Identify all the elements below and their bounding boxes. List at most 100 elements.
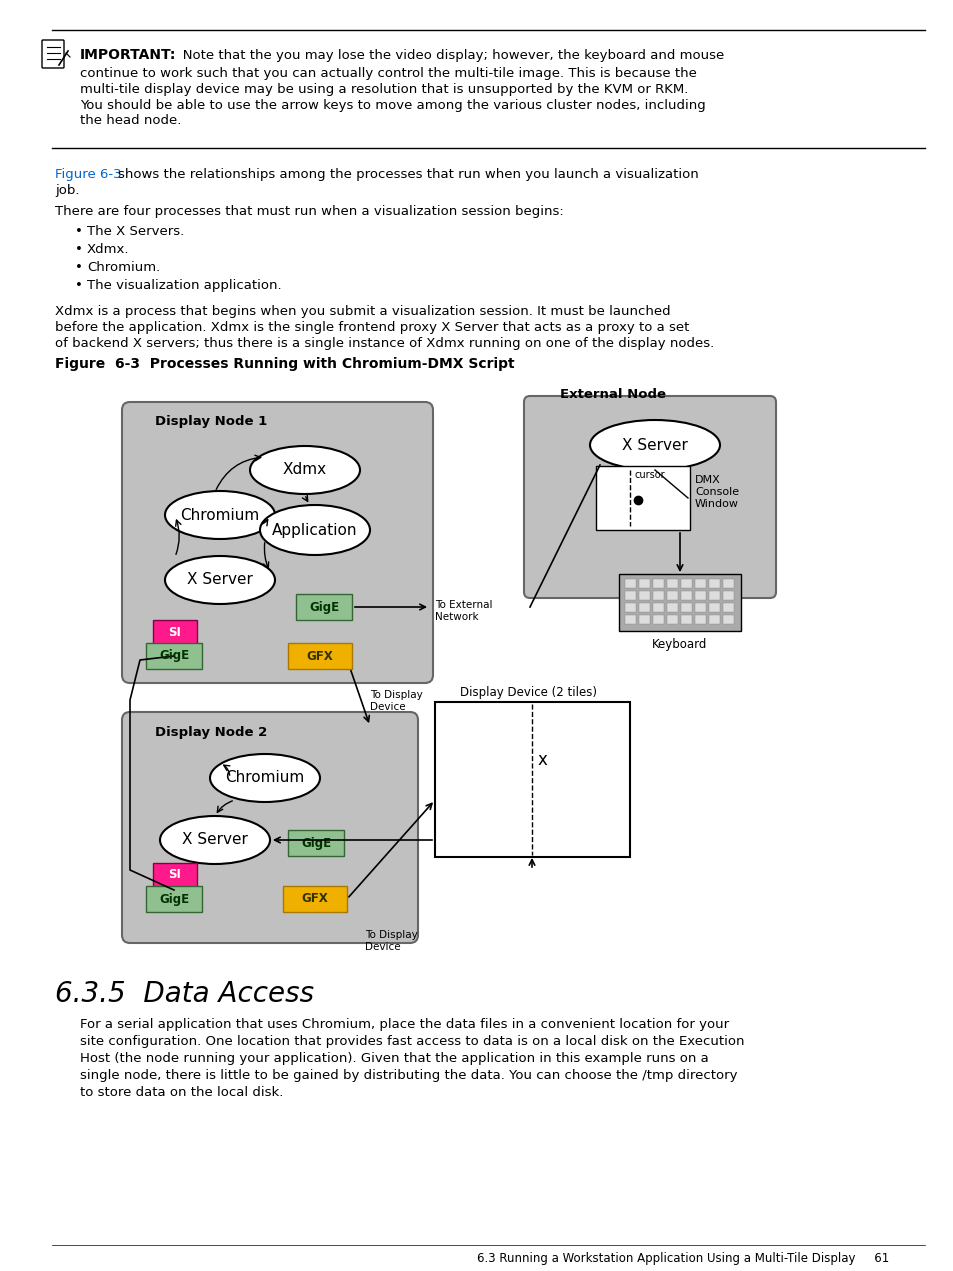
Text: single node, there is little to be gained by distributing the data. You can choo: single node, there is little to be gaine… [80, 1069, 737, 1082]
Text: •: • [75, 225, 83, 238]
FancyBboxPatch shape [652, 615, 663, 624]
Text: Chromium: Chromium [180, 507, 259, 522]
Text: Xdmx.: Xdmx. [87, 243, 130, 255]
Text: To Display: To Display [365, 930, 417, 941]
Text: Device: Device [365, 942, 400, 952]
Text: Xdmx: Xdmx [283, 463, 327, 478]
FancyBboxPatch shape [639, 615, 649, 624]
Text: GigE: GigE [300, 836, 331, 849]
FancyBboxPatch shape [639, 602, 649, 613]
Text: SI: SI [169, 868, 181, 882]
FancyBboxPatch shape [680, 615, 691, 624]
Text: To External: To External [435, 600, 492, 610]
Ellipse shape [250, 446, 359, 494]
FancyBboxPatch shape [695, 602, 705, 613]
Text: SI: SI [169, 625, 181, 638]
Text: Keyboard: Keyboard [652, 638, 707, 651]
Text: of backend X servers; thus there is a single instance of Xdmx running on one of : of backend X servers; thus there is a si… [55, 337, 714, 350]
FancyBboxPatch shape [680, 602, 691, 613]
FancyBboxPatch shape [708, 591, 720, 600]
Text: shows the relationships among the processes that run when you launch a visualiza: shows the relationships among the proces… [118, 168, 698, 180]
FancyBboxPatch shape [722, 615, 733, 624]
FancyBboxPatch shape [283, 886, 347, 913]
Text: multi-tile display device may be using a resolution that is unsupported by the K: multi-tile display device may be using a… [80, 83, 688, 95]
Text: 6.3.5  Data Access: 6.3.5 Data Access [55, 980, 314, 1008]
FancyBboxPatch shape [624, 580, 636, 588]
Text: to store data on the local disk.: to store data on the local disk. [80, 1085, 283, 1099]
Text: Chromium.: Chromium. [87, 261, 160, 275]
Ellipse shape [165, 491, 274, 539]
Text: For a serial application that uses Chromium, place the data files in a convenien: For a serial application that uses Chrom… [80, 1018, 728, 1031]
Text: •: • [75, 243, 83, 255]
Text: continue to work such that you can actually control the multi-tile image. This i: continue to work such that you can actua… [80, 66, 696, 80]
FancyBboxPatch shape [624, 591, 636, 600]
Text: X Server: X Server [621, 437, 687, 452]
Ellipse shape [210, 754, 319, 802]
Ellipse shape [260, 505, 370, 555]
FancyBboxPatch shape [666, 615, 678, 624]
Ellipse shape [589, 419, 720, 470]
Text: the head node.: the head node. [80, 114, 181, 127]
FancyBboxPatch shape [152, 863, 196, 887]
Ellipse shape [165, 555, 274, 604]
FancyBboxPatch shape [680, 591, 691, 600]
FancyBboxPatch shape [695, 591, 705, 600]
Text: External Node: External Node [559, 388, 665, 400]
Text: •: • [75, 261, 83, 275]
FancyBboxPatch shape [708, 602, 720, 613]
FancyBboxPatch shape [652, 580, 663, 588]
FancyBboxPatch shape [652, 602, 663, 613]
Ellipse shape [160, 816, 270, 864]
Text: To Display: To Display [370, 690, 422, 700]
Text: Chromium: Chromium [225, 770, 304, 785]
FancyBboxPatch shape [288, 643, 352, 669]
FancyBboxPatch shape [652, 591, 663, 600]
FancyBboxPatch shape [523, 397, 775, 597]
Text: DMX: DMX [695, 475, 720, 486]
FancyBboxPatch shape [666, 591, 678, 600]
Text: Xdmx is a process that begins when you submit a visualization session. It must b: Xdmx is a process that begins when you s… [55, 305, 670, 318]
FancyBboxPatch shape [624, 602, 636, 613]
FancyBboxPatch shape [122, 402, 433, 683]
FancyBboxPatch shape [122, 712, 417, 943]
Text: x: x [537, 751, 547, 769]
Text: GFX: GFX [306, 649, 333, 662]
Text: Display Device (2 tiles): Display Device (2 tiles) [459, 686, 597, 699]
Text: IMPORTANT:: IMPORTANT: [80, 48, 176, 62]
FancyBboxPatch shape [639, 591, 649, 600]
Text: Window: Window [695, 500, 739, 508]
FancyBboxPatch shape [152, 620, 196, 644]
FancyBboxPatch shape [708, 580, 720, 588]
Text: Network: Network [435, 613, 478, 622]
Text: The visualization application.: The visualization application. [87, 280, 281, 292]
Text: 6.3 Running a Workstation Application Using a Multi-Tile Display     61: 6.3 Running a Workstation Application Us… [476, 1252, 888, 1265]
Text: GigE: GigE [309, 600, 338, 614]
Text: There are four processes that must run when a visualization session begins:: There are four processes that must run w… [55, 205, 563, 219]
Text: cursor: cursor [635, 470, 665, 480]
FancyBboxPatch shape [295, 594, 352, 620]
FancyBboxPatch shape [624, 615, 636, 624]
FancyBboxPatch shape [722, 580, 733, 588]
Text: Note that the you may lose the video display; however, the keyboard and mouse: Note that the you may lose the video dis… [170, 48, 723, 61]
Text: Host (the node running your application). Given that the application in this exa: Host (the node running your application)… [80, 1052, 708, 1065]
FancyBboxPatch shape [695, 615, 705, 624]
Text: GigE: GigE [159, 649, 189, 662]
FancyBboxPatch shape [146, 643, 202, 669]
FancyBboxPatch shape [596, 466, 689, 530]
FancyBboxPatch shape [42, 39, 64, 69]
Text: X Server: X Server [187, 572, 253, 587]
Text: You should be able to use the arrow keys to move among the various cluster nodes: You should be able to use the arrow keys… [80, 98, 705, 112]
Text: •: • [75, 280, 83, 292]
Text: job.: job. [55, 184, 79, 197]
Text: site configuration. One location that provides fast access to data is on a local: site configuration. One location that pr… [80, 1035, 743, 1049]
FancyBboxPatch shape [722, 602, 733, 613]
FancyBboxPatch shape [639, 580, 649, 588]
Bar [435, 702, 629, 857]
FancyBboxPatch shape [288, 830, 344, 855]
Text: Display Node 1: Display Node 1 [154, 416, 267, 428]
Text: Device: Device [370, 702, 405, 712]
FancyBboxPatch shape [695, 580, 705, 588]
Text: Display Node 2: Display Node 2 [154, 726, 267, 738]
Text: Application: Application [272, 522, 357, 538]
Text: before the application. Xdmx is the single frontend proxy X Server that acts as : before the application. Xdmx is the sing… [55, 322, 689, 334]
